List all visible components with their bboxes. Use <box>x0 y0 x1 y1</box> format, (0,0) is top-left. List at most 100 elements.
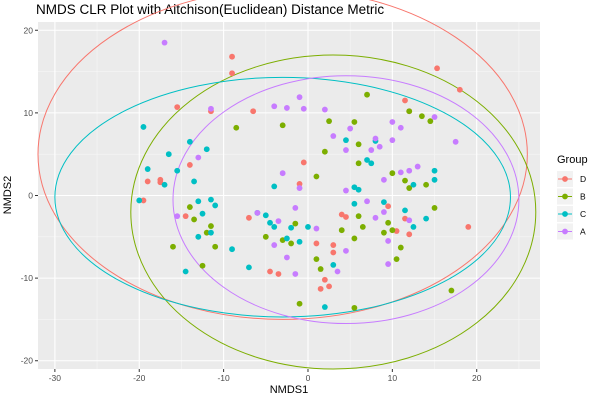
point-d <box>186 162 193 168</box>
legend-label-b: B <box>580 192 586 202</box>
point-a <box>381 209 387 215</box>
point-a <box>296 185 303 191</box>
x-axis-ticks: -30 -20 -10 0 10 20 <box>49 369 482 383</box>
point-a <box>389 137 396 144</box>
x-axis-title: NMDS1 <box>270 384 309 396</box>
point-c <box>262 212 269 219</box>
point-a <box>313 225 320 232</box>
point-c <box>208 229 214 236</box>
point-d <box>406 231 413 238</box>
point-c <box>136 197 143 204</box>
point-d <box>456 86 463 93</box>
point-a <box>161 39 168 46</box>
point-b <box>338 227 345 234</box>
point-b <box>389 170 396 177</box>
point-b <box>418 113 425 120</box>
point-b <box>279 122 286 129</box>
legend-point-a <box>562 228 568 235</box>
point-c <box>431 176 438 183</box>
point-c <box>288 224 295 231</box>
point-d <box>330 249 337 256</box>
point-c <box>195 233 202 240</box>
point-c <box>343 137 349 144</box>
point-a <box>292 204 299 211</box>
point-b <box>288 240 295 247</box>
point-b <box>431 204 438 211</box>
point-d <box>229 53 235 60</box>
legend-point-c <box>562 211 568 217</box>
point-c <box>140 124 147 130</box>
point-b <box>397 244 404 251</box>
point-d <box>338 211 345 218</box>
point-b <box>448 287 455 294</box>
point-a <box>385 261 392 267</box>
point-d <box>267 268 273 275</box>
point-b <box>313 173 320 180</box>
point-c <box>195 198 202 205</box>
point-d <box>300 159 307 166</box>
point-c <box>410 181 417 188</box>
ellipse-b <box>130 54 537 370</box>
point-b <box>313 256 320 263</box>
point-d <box>157 179 164 186</box>
point-c <box>368 160 375 167</box>
point-d <box>317 285 324 292</box>
point-a <box>174 213 181 220</box>
point-c <box>267 219 273 226</box>
point-a <box>406 167 413 174</box>
point-a <box>452 138 459 145</box>
point-a <box>372 214 379 221</box>
point-c <box>246 264 252 271</box>
point-b <box>427 118 434 125</box>
point-a <box>368 147 375 153</box>
point-c <box>161 181 168 188</box>
point-d <box>343 214 349 220</box>
legend-label-a: A <box>580 227 586 237</box>
data-points <box>136 39 472 311</box>
point-b <box>321 148 328 155</box>
point-c <box>212 202 219 209</box>
point-a <box>296 94 303 101</box>
point-b <box>233 124 240 131</box>
point-c <box>330 262 337 268</box>
legend-label-d: D <box>580 174 586 184</box>
point-a <box>372 135 379 142</box>
point-c <box>364 157 370 163</box>
y-axis-title: NMDS2 <box>2 176 14 215</box>
point-c <box>431 167 438 174</box>
point-c <box>144 166 151 172</box>
point-c <box>402 207 408 214</box>
point-d <box>465 223 472 230</box>
point-b <box>364 91 370 98</box>
point-b <box>389 227 396 234</box>
point-b <box>381 229 387 236</box>
point-d <box>174 104 181 110</box>
point-c <box>321 304 328 310</box>
point-a <box>208 105 214 112</box>
point-c <box>351 200 358 207</box>
x-tick-label: 20 <box>472 373 482 383</box>
x-tick-label: -20 <box>133 373 146 383</box>
point-b <box>355 160 362 167</box>
point-c <box>283 235 290 242</box>
point-c <box>355 186 362 193</box>
point-c <box>182 268 189 275</box>
point-a <box>275 218 282 225</box>
point-a <box>283 254 290 261</box>
point-a <box>406 217 413 224</box>
point-b <box>296 300 303 307</box>
point-b <box>351 235 358 242</box>
point-a <box>397 169 404 176</box>
point-c <box>208 196 214 203</box>
point-b <box>292 220 299 227</box>
point-b <box>203 229 210 236</box>
point-b <box>406 185 413 191</box>
x-tick-label: 10 <box>388 373 398 383</box>
point-b <box>317 266 324 272</box>
y-tick-label: -20 <box>21 356 34 366</box>
point-d <box>313 240 320 247</box>
point-c <box>186 138 193 145</box>
point-c <box>423 215 430 222</box>
